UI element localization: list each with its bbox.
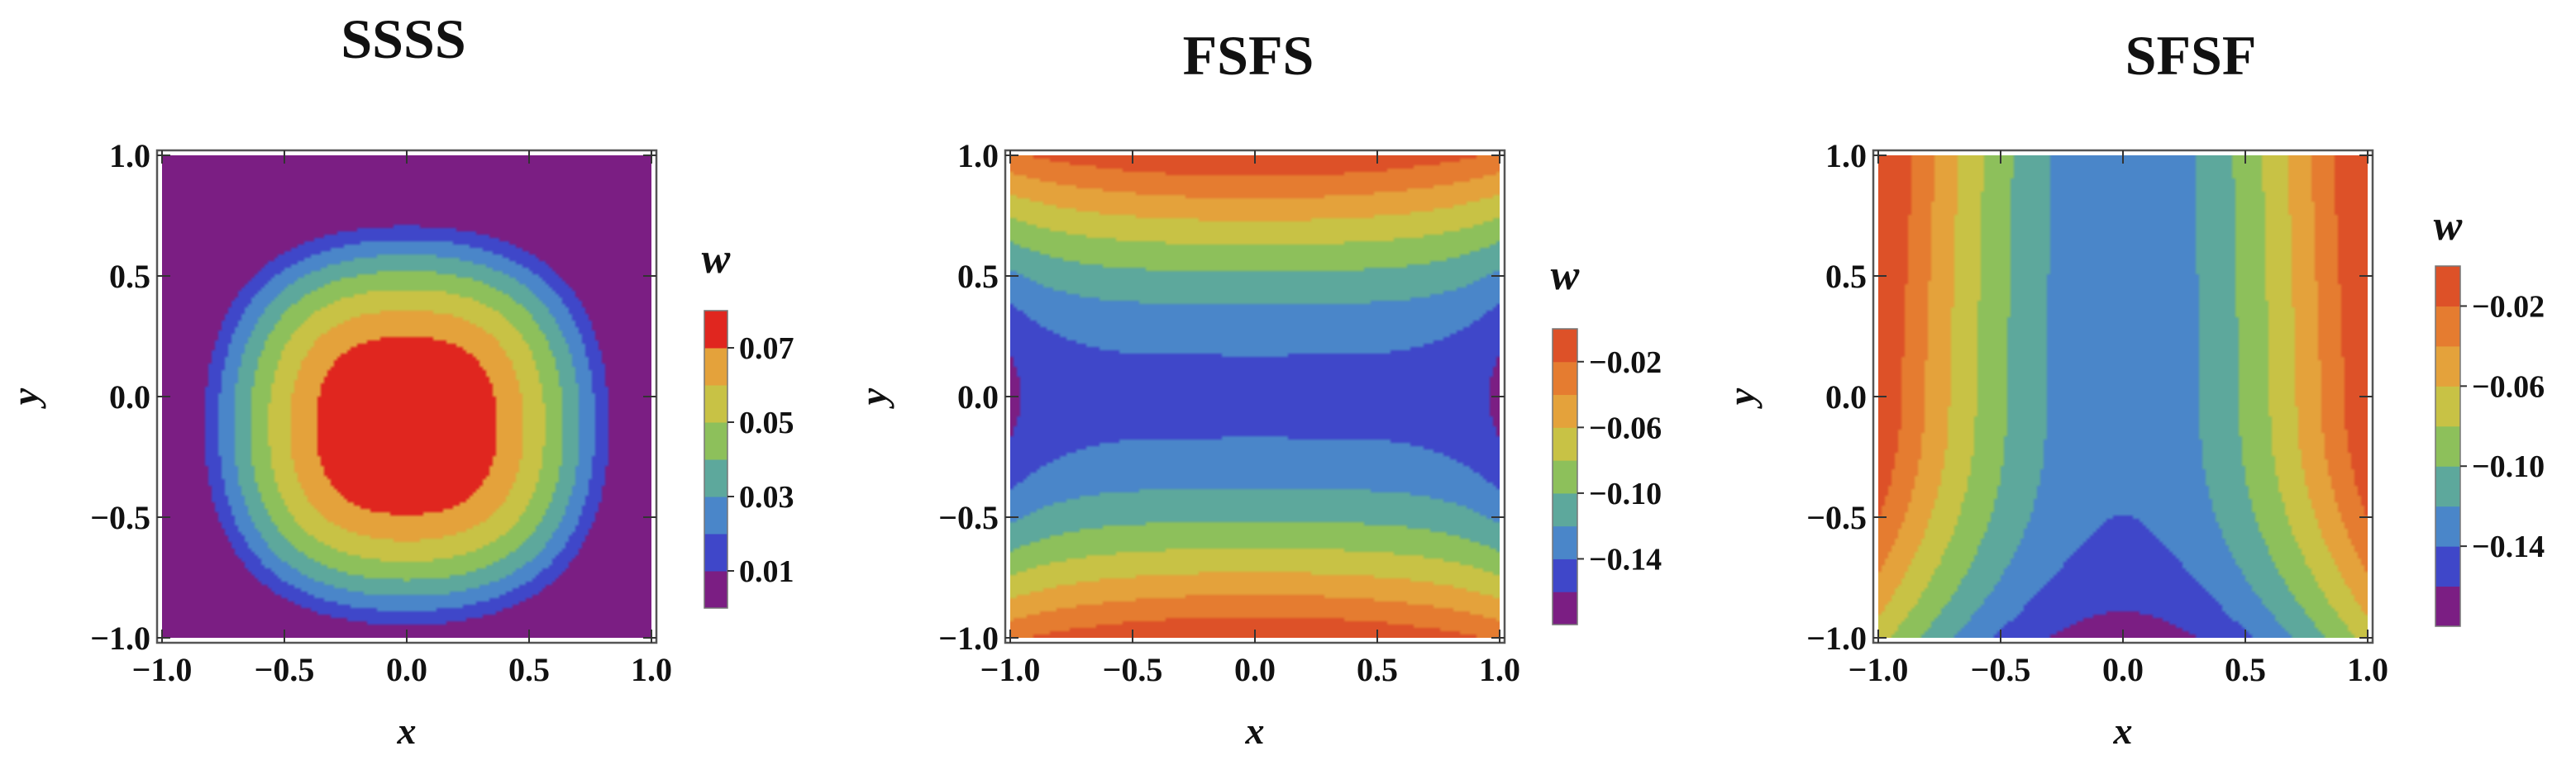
colorbar-segment — [2435, 466, 2460, 507]
y-axis-label: y — [4, 387, 46, 409]
colorbar-frame — [2435, 265, 2461, 627]
contour-panel-sfsf: −1.0 −0.5 0.0 0.5 1.0 −1.0 −0.5 0.0 0.5 1.0 x y w −0.… — [1720, 137, 2545, 752]
y-tick-label: 1.0 — [957, 137, 999, 174]
colorbar-segment — [2435, 386, 2460, 427]
x-tick-label: 0.5 — [1357, 651, 1398, 688]
colorbar-tick-label: −0.06 — [2472, 369, 2545, 404]
x-axis-label: x — [1245, 710, 1265, 752]
y-tick-label: −1.0 — [938, 620, 999, 657]
colorbar-segment — [704, 348, 727, 386]
colorbar-segment — [2435, 345, 2460, 387]
panel-title-fsfs: FSFS — [1183, 24, 1314, 87]
colorbar-segment — [1553, 394, 1577, 428]
x-tick-label: 0.5 — [508, 651, 550, 688]
colorbar-segment — [1553, 329, 1577, 363]
colorbar-segment — [1553, 492, 1577, 527]
y-axis-label: y — [1720, 387, 1763, 409]
x-tick-label: 1.0 — [2347, 651, 2388, 688]
colorbar-frame — [1552, 328, 1578, 625]
colorbar-title: w — [702, 235, 731, 283]
contour-panel-ssss: −1.0 −0.5 0.0 0.5 1.0 −1.0 −0.5 0.0 0.5 1.0 x y w 0.0… — [4, 137, 794, 752]
x-tick-label: −1.0 — [1849, 651, 1909, 688]
colorbar-title: w — [1551, 252, 1580, 299]
colorbar-segment — [1553, 558, 1577, 592]
x-tick-label: 1.0 — [631, 651, 672, 688]
y-tick-label: 0.5 — [109, 258, 150, 295]
colorbar-tick-label: −0.02 — [2472, 289, 2545, 324]
contour-field — [1010, 155, 1500, 638]
colorbar-segment — [2435, 266, 2460, 307]
colorbar-tick-label: −0.14 — [1589, 542, 1662, 577]
y-tick-label: 0.0 — [957, 378, 999, 416]
y-tick-label: 1.0 — [109, 137, 150, 174]
y-tick-label: 0.5 — [1825, 258, 1867, 295]
panel-title-ssss: SSSS — [341, 7, 465, 70]
colorbar-tick-label: −0.10 — [1589, 477, 1662, 511]
y-tick-label: −1.0 — [1806, 620, 1867, 657]
colorbar-segment — [2435, 586, 2460, 627]
x-tick-label: 0.0 — [1234, 651, 1276, 688]
y-tick-label: 0.0 — [109, 378, 150, 416]
colorbar-segment — [704, 534, 727, 572]
colorbar-title: w — [2434, 202, 2463, 250]
colorbar-segment — [704, 571, 727, 609]
y-axis-label: y — [852, 387, 894, 409]
colorbar-segment — [1553, 361, 1577, 396]
colorbar-segment — [2435, 306, 2460, 347]
x-tick-label: 1.0 — [1479, 651, 1520, 688]
colorbar-segment — [1553, 525, 1577, 559]
colorbar-segment — [704, 311, 727, 349]
colorbar-segment — [1553, 592, 1577, 625]
y-tick-label: 0.5 — [957, 258, 999, 295]
colorbar-tick-label: 0.01 — [739, 554, 794, 589]
colorbar-tick-label: −0.10 — [2472, 449, 2545, 484]
colorbar-segment — [2435, 506, 2460, 547]
x-tick-label: −1.0 — [980, 651, 1041, 688]
contour-field — [162, 155, 651, 638]
colorbar-tick-label: −0.14 — [2472, 530, 2545, 564]
y-tick-label: 1.0 — [1825, 137, 1867, 174]
colorbar-segment — [1553, 460, 1577, 494]
x-tick-label: −0.5 — [255, 651, 315, 688]
colorbar-tick-label: 0.07 — [739, 331, 794, 366]
colorbar-tick-label: 0.05 — [739, 406, 794, 440]
x-tick-label: 0.0 — [2102, 651, 2144, 688]
contour-panel-fsfs: −1.0 −0.5 0.0 0.5 1.0 −1.0 −0.5 0.0 0.5 1.0 x y w −0.… — [852, 137, 1662, 752]
x-tick-label: 0.0 — [386, 651, 427, 688]
y-tick-label: 0.0 — [1825, 378, 1867, 416]
y-tick-label: −0.5 — [938, 499, 999, 536]
x-tick-label: −0.5 — [1971, 651, 2031, 688]
colorbar-tick-label: −0.06 — [1589, 411, 1662, 445]
x-tick-label: 0.5 — [2225, 651, 2266, 688]
colorbar-segment — [704, 422, 727, 460]
colorbar-segment — [1553, 427, 1577, 461]
x-tick-label: −0.5 — [1103, 651, 1163, 688]
colorbar-frame — [704, 310, 728, 609]
x-axis-label: x — [2113, 710, 2133, 752]
y-tick-label: −0.5 — [90, 499, 150, 536]
colorbar-segment — [704, 497, 727, 535]
colorbar-tick-label: −0.02 — [1589, 345, 1662, 380]
colorbar-segment — [704, 385, 727, 423]
colorbar-segment — [2435, 546, 2460, 587]
x-tick-label: −1.0 — [132, 651, 193, 688]
y-tick-label: −0.5 — [1806, 499, 1867, 536]
x-axis-label: x — [397, 710, 417, 752]
contour-field — [1878, 155, 2368, 638]
colorbar-tick-label: 0.03 — [739, 480, 794, 515]
colorbar-segment — [704, 459, 727, 497]
colorbar-segment — [2435, 425, 2460, 467]
panel-title-sfsf: SFSF — [2125, 24, 2257, 87]
y-tick-label: −1.0 — [90, 620, 150, 657]
